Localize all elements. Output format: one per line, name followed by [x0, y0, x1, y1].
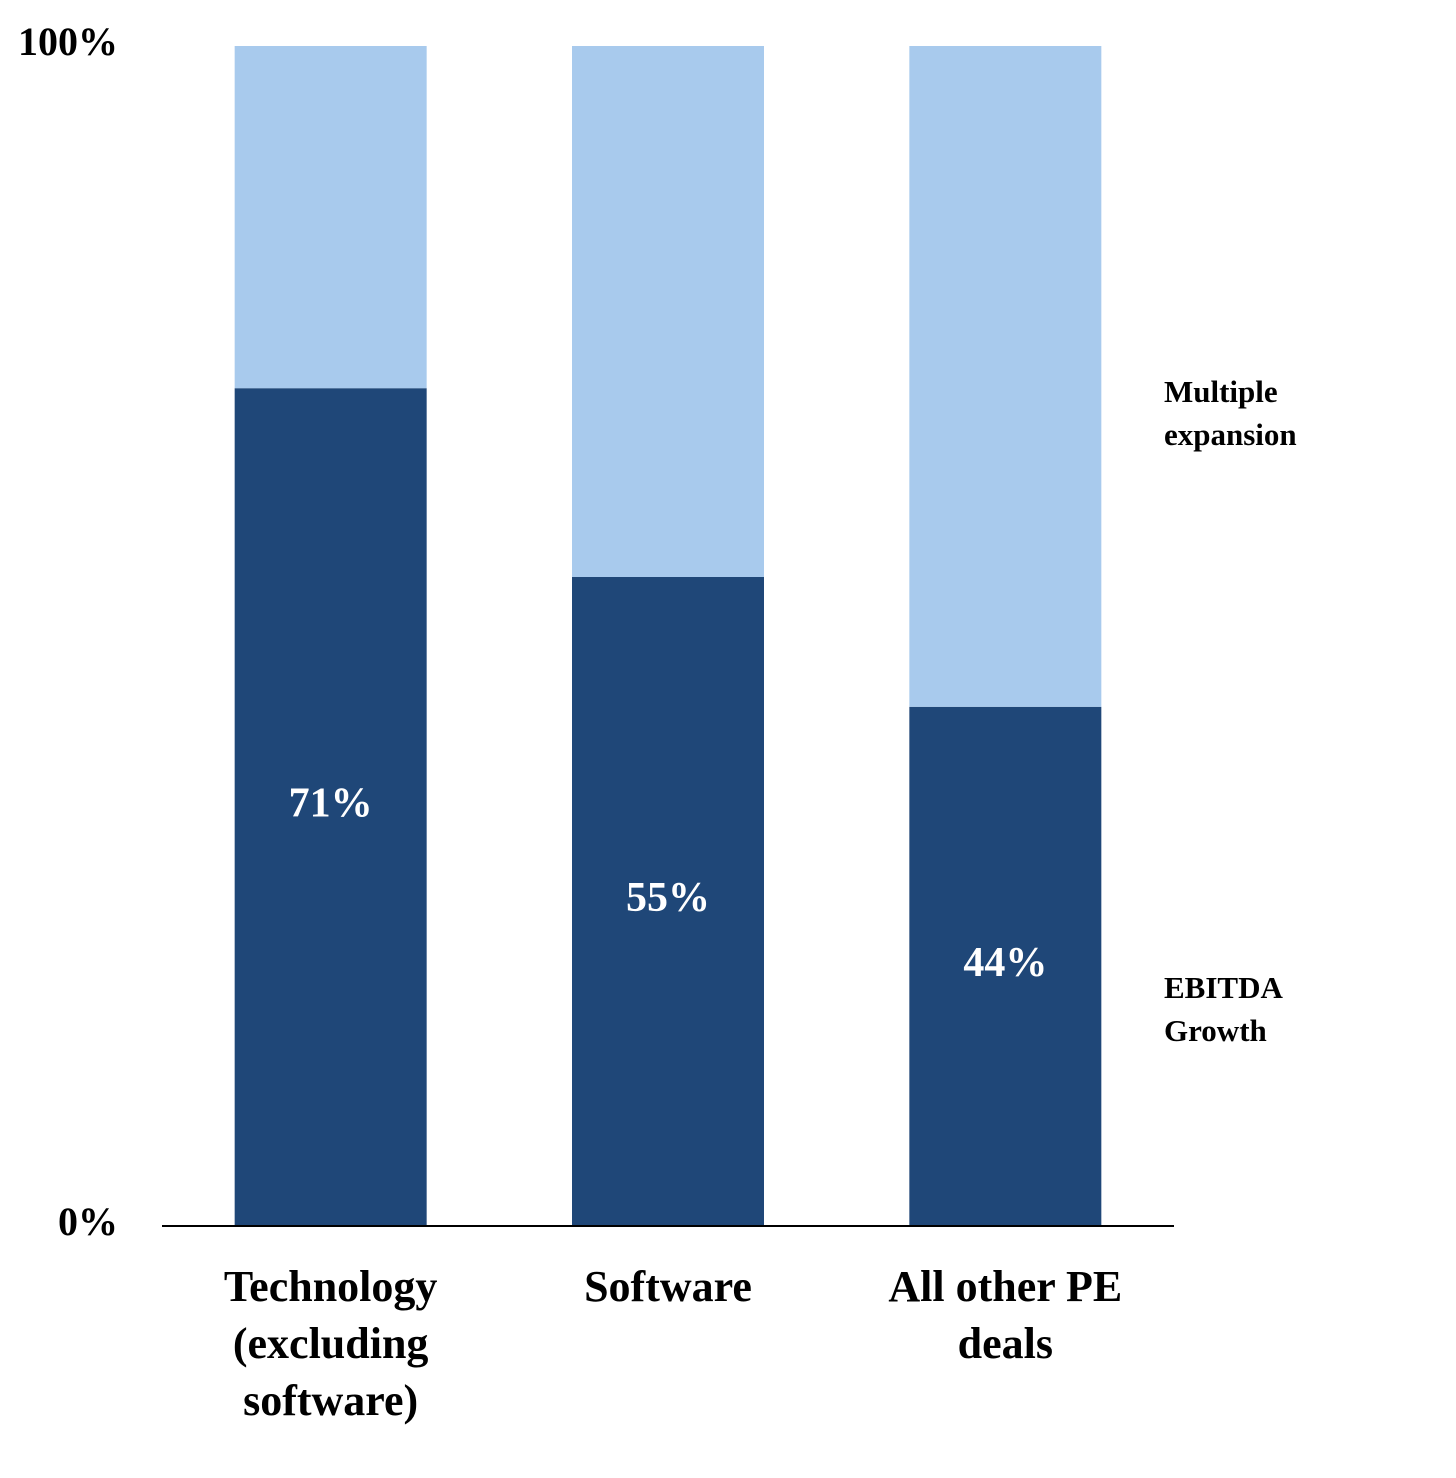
- data-label: 55%: [626, 875, 710, 921]
- bar-segment: [909, 706, 1102, 1226]
- x-tick-label: All other PE deals: [888, 1262, 1123, 1368]
- bar-segment: [909, 46, 1102, 707]
- x-tick-label: Software: [584, 1262, 752, 1311]
- y-tick-label: 0%: [58, 1199, 118, 1244]
- bar-segment: [572, 577, 764, 1226]
- y-tick-label: 100%: [18, 19, 118, 64]
- bar-segment: [572, 46, 764, 577]
- legend-entry: EBITDA Growth: [1164, 970, 1282, 1048]
- legend-entry: Multiple expansion: [1164, 374, 1297, 452]
- data-label: 44%: [963, 940, 1047, 986]
- bar-segment: [234, 388, 427, 1226]
- bar-segment: [234, 46, 427, 389]
- data-label: 71%: [289, 781, 373, 827]
- x-tick-label: Technology (excluding software): [223, 1262, 438, 1425]
